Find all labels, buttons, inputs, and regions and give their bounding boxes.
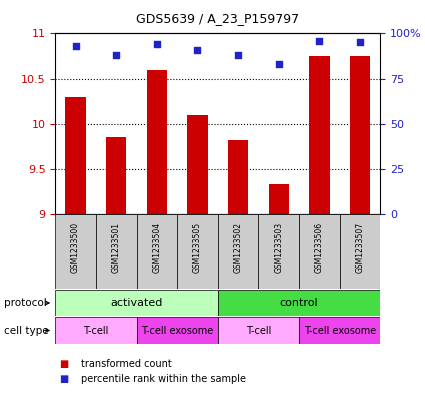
Bar xyxy=(258,214,299,289)
Text: cell type: cell type xyxy=(4,325,49,336)
Bar xyxy=(228,140,248,214)
Point xyxy=(357,39,363,46)
Bar xyxy=(299,214,340,289)
Text: T-cell: T-cell xyxy=(83,325,108,336)
Bar xyxy=(106,137,126,214)
Bar xyxy=(55,290,218,316)
Point xyxy=(275,61,282,67)
Text: transformed count: transformed count xyxy=(81,358,172,369)
Bar xyxy=(340,214,380,289)
Bar xyxy=(218,290,380,316)
Point xyxy=(194,46,201,53)
Text: control: control xyxy=(280,298,318,308)
Bar xyxy=(309,56,329,214)
Text: GSM1233505: GSM1233505 xyxy=(193,222,202,273)
Bar xyxy=(187,115,208,214)
Text: GSM1233501: GSM1233501 xyxy=(112,222,121,273)
Bar xyxy=(55,214,96,289)
Text: GSM1233502: GSM1233502 xyxy=(234,222,243,273)
Bar xyxy=(136,214,177,289)
Text: protocol: protocol xyxy=(4,298,47,308)
Text: GDS5639 / A_23_P159797: GDS5639 / A_23_P159797 xyxy=(136,12,299,25)
Bar xyxy=(147,70,167,214)
Text: percentile rank within the sample: percentile rank within the sample xyxy=(81,374,246,384)
Text: GSM1233506: GSM1233506 xyxy=(315,222,324,273)
Text: activated: activated xyxy=(110,298,163,308)
Text: GSM1233500: GSM1233500 xyxy=(71,222,80,273)
Point xyxy=(153,41,160,48)
Text: ■: ■ xyxy=(60,358,69,369)
Bar xyxy=(177,214,218,289)
Text: T-cell exosome: T-cell exosome xyxy=(141,325,213,336)
Bar xyxy=(350,56,370,214)
Point xyxy=(235,52,241,58)
Bar xyxy=(269,184,289,214)
Text: T-cell exosome: T-cell exosome xyxy=(303,325,376,336)
Text: GSM1233507: GSM1233507 xyxy=(356,222,365,273)
Text: ■: ■ xyxy=(60,374,69,384)
Bar xyxy=(136,317,218,344)
Point xyxy=(316,37,323,44)
Bar xyxy=(299,317,380,344)
Point xyxy=(113,52,119,58)
Bar xyxy=(96,214,136,289)
Point xyxy=(72,43,79,49)
Text: GSM1233503: GSM1233503 xyxy=(274,222,283,273)
Bar xyxy=(65,97,86,214)
Text: T-cell: T-cell xyxy=(246,325,271,336)
Text: GSM1233504: GSM1233504 xyxy=(152,222,162,273)
Bar xyxy=(218,214,258,289)
Bar xyxy=(55,317,136,344)
Bar xyxy=(218,317,299,344)
